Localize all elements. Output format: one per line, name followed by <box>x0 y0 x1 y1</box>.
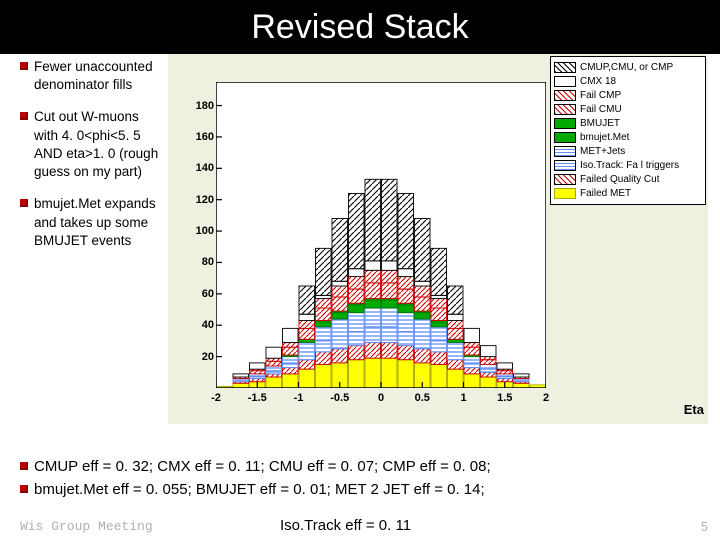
footer-left: Wis Group Meeting <box>20 519 153 534</box>
legend-swatch <box>554 76 576 87</box>
legend-label: bmujet.Met <box>580 132 629 143</box>
page-title: Revised Stack <box>0 0 720 54</box>
legend-row: MET+Jets <box>554 146 702 157</box>
legend: CMUP,CMU, or CMP CMX 18 Fail CMP Fail CMU BM… <box>550 56 706 205</box>
legend-swatch <box>554 174 576 185</box>
content-area: Fewer unaccounted denominator fills Cut … <box>0 54 720 60</box>
legend-label: MET+Jets <box>580 146 625 157</box>
legend-label: Fail CMP <box>580 90 621 101</box>
y-axis-ticks: 20406080100120140160180 <box>186 82 214 388</box>
legend-row: Fail CMU <box>554 104 702 115</box>
legend-row: Iso.Track: Fa l triggers <box>554 160 702 171</box>
legend-label: Failed Quality Cut <box>580 174 659 185</box>
footer-page-number: 5 <box>701 519 708 534</box>
legend-row: Failed Quality Cut <box>554 174 702 185</box>
bullet-1: Fewer unaccounted denominator fills <box>20 58 165 94</box>
legend-swatch <box>554 118 576 129</box>
legend-label: CMUP,CMU, or CMP <box>580 62 673 73</box>
legend-row: bmujet.Met <box>554 132 702 143</box>
legend-swatch <box>554 62 576 73</box>
legend-row: Fail CMP <box>554 90 702 101</box>
chart-panel: 20406080100120140160180 -2-1.5- <box>168 54 708 424</box>
legend-swatch <box>554 160 576 171</box>
legend-row: CMUP,CMU, or CMP <box>554 62 702 73</box>
legend-label: Iso.Track: Fa l triggers <box>580 160 679 171</box>
stacked-histogram <box>216 82 546 388</box>
bottom-bullets: CMUP eff = 0. 32; CMX eff = 0. 11; CMU e… <box>20 458 712 504</box>
legend-label: BMUJET <box>580 118 620 129</box>
x-axis-label: Eta <box>684 402 704 417</box>
legend-label: Fail CMU <box>580 104 622 115</box>
legend-swatch <box>554 132 576 143</box>
left-bullets: Fewer unaccounted denominator fills Cut … <box>20 58 165 264</box>
legend-label: CMX 18 <box>580 76 616 87</box>
bottom-bullet-2: bmujet.Met eff = 0. 055; BMUJET eff = 0.… <box>20 481 712 498</box>
legend-label: Failed MET <box>580 188 631 199</box>
legend-row: BMUJET <box>554 118 702 129</box>
legend-swatch <box>554 146 576 157</box>
bullet-3: bmujet.Met expands and takes up some BMU… <box>20 195 165 250</box>
legend-swatch <box>554 90 576 101</box>
bottom-bullet-1: CMUP eff = 0. 32; CMX eff = 0. 11; CMU e… <box>20 458 712 475</box>
bullet-2: Cut out W-muons with 4. 0<phi<5. 5 AND e… <box>20 108 165 181</box>
legend-row: CMX 18 <box>554 76 702 87</box>
legend-row: Failed MET <box>554 188 702 199</box>
legend-swatch <box>554 104 576 115</box>
footer-mid: Iso.Track eff = 0. 11 <box>280 517 411 534</box>
legend-swatch <box>554 188 576 199</box>
